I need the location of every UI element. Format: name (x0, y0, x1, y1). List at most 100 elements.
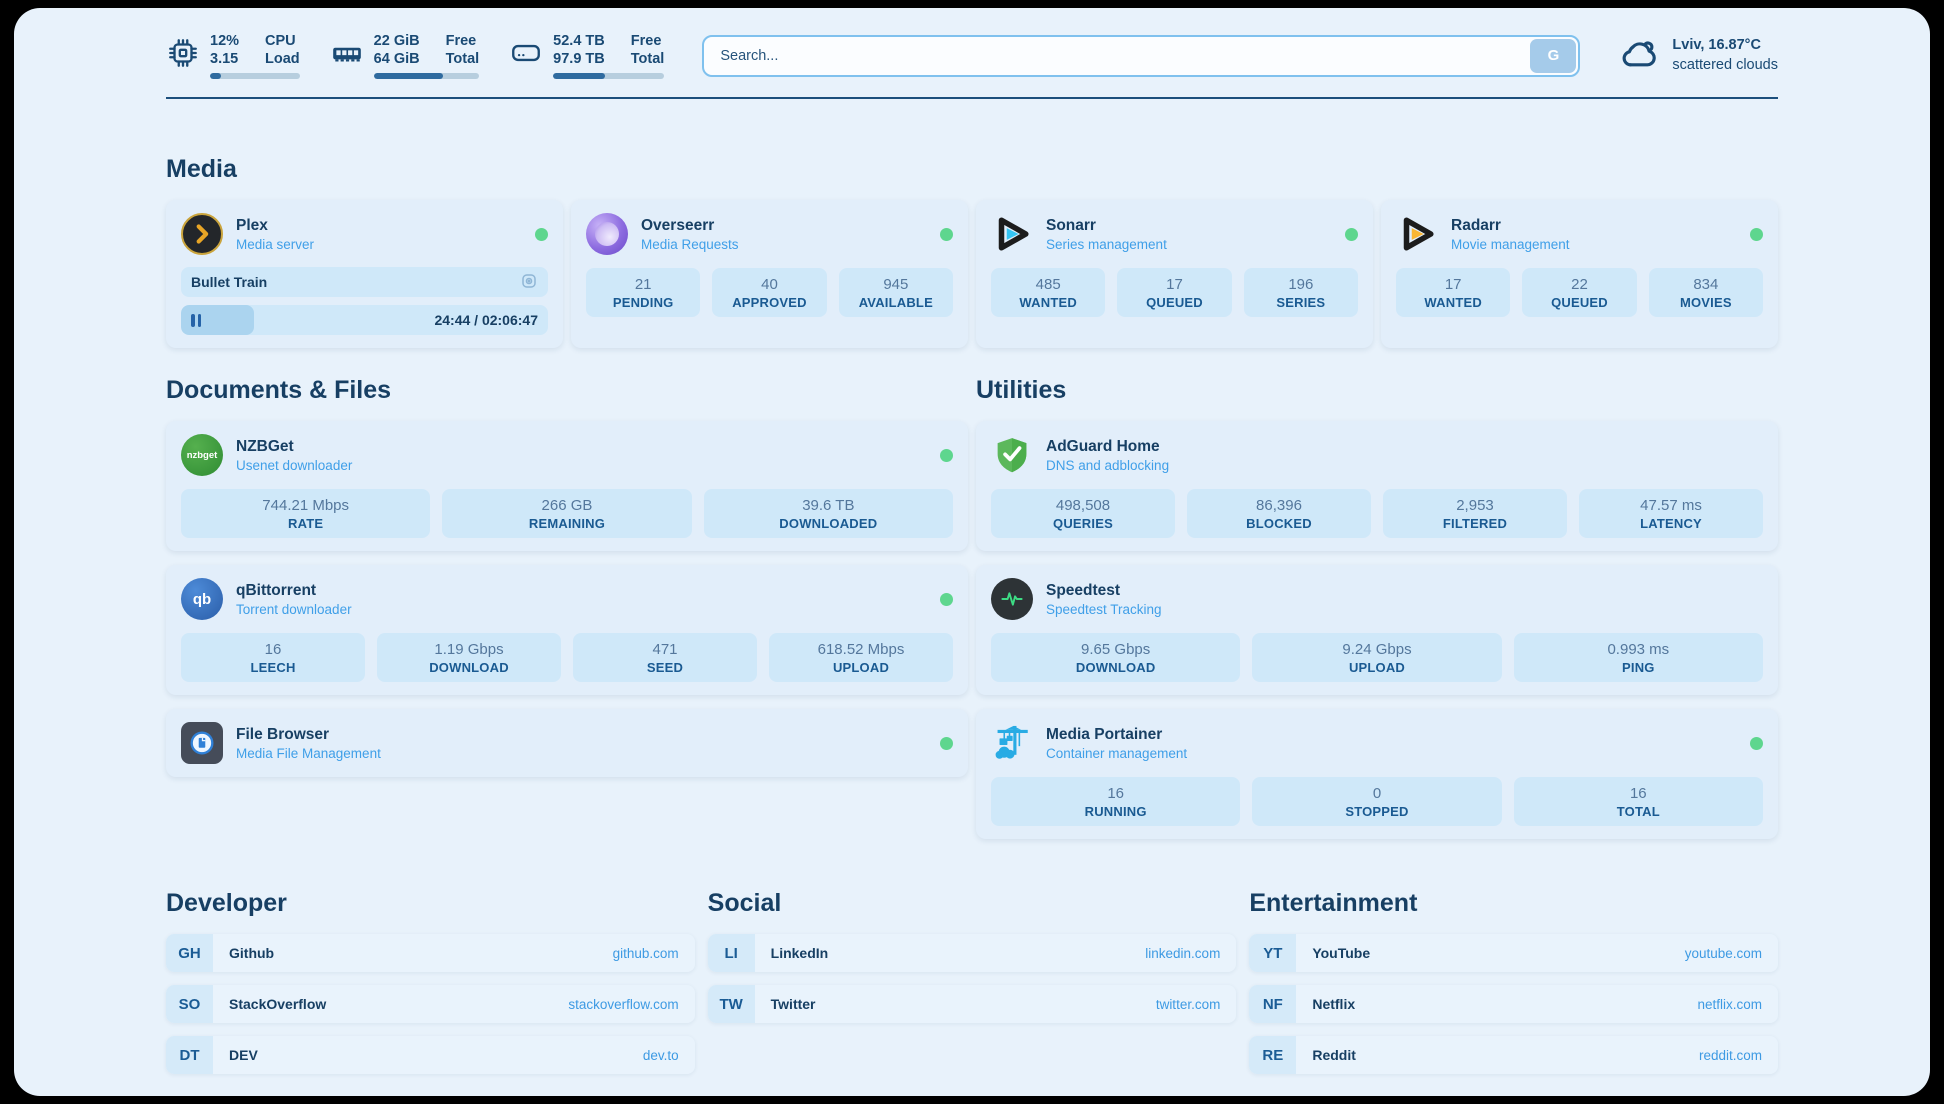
ram-total-label: Total (445, 51, 480, 68)
app-card-radarr[interactable]: Radarr Movie management 17 WANTED 22 QUE… (1381, 200, 1778, 349)
app-card-sonarr[interactable]: Sonarr Series management 485 WANTED 17 Q… (976, 200, 1373, 349)
bookmark-netflix[interactable]: NF Netflix netflix.com (1249, 985, 1778, 1024)
pause-icon (191, 313, 201, 327)
ram-widget: 22 GiB 64 GiB Free Total (330, 32, 480, 80)
disk-widget: 52.4 TB 97.9 TB Free Total (509, 32, 665, 80)
ram-progress-bar (373, 73, 480, 80)
disk-total-label: Total (630, 51, 665, 68)
app-subtitle: Series management (1046, 236, 1167, 252)
app-card-filebrowser[interactable]: File Browser Media File Management (166, 709, 968, 778)
app-card-plex[interactable]: Plex Media server Bullet Train (166, 200, 563, 349)
app-card-portainer[interactable]: Media Portainer Container management 16 … (976, 709, 1778, 840)
app-subtitle: Media File Management (236, 745, 381, 761)
adguard-shield-icon (991, 434, 1033, 476)
playback-progress-bar: 24:44 / 02:06:47 (181, 305, 548, 336)
stat-label: UPLOAD (832, 660, 890, 676)
app-subtitle: Media server (236, 236, 315, 252)
bookmark-url: twitter.com (1155, 996, 1221, 1012)
bookmark-url: reddit.com (1698, 1047, 1762, 1063)
app-card-adguard[interactable]: AdGuard Home DNS and adblocking 498,508 … (976, 421, 1778, 552)
cloud-icon (1618, 32, 1660, 79)
bookmark-name: Github (229, 945, 275, 962)
app-card-speedtest[interactable]: Speedtest Speedtest Tracking 9.65 Gbps D… (976, 565, 1778, 696)
status-online-dot (940, 227, 953, 241)
bookmark-name: LinkedIn (770, 945, 829, 962)
search-input[interactable] (702, 34, 1581, 77)
qbittorrent-icon: qb (181, 578, 223, 621)
app-subtitle: Movie management (1451, 236, 1570, 252)
bookmark-stackoverflow[interactable]: SO StackOverflow stackoverflow.com (166, 985, 695, 1024)
bookmark-abbr: YT (1249, 934, 1297, 973)
stat-box: 266 GB REMAINING (442, 489, 692, 539)
cpu-chip-icon (166, 32, 200, 75)
stat-label: REMAINING (528, 516, 606, 532)
ram-total-value: 64 GiB (373, 51, 420, 68)
disk-total-value: 97.9 TB (553, 51, 605, 68)
now-playing-row: Bullet Train (181, 267, 548, 298)
filebrowser-icon (181, 722, 223, 765)
stat-label: APPROVED (732, 295, 807, 311)
stat-box: 22 QUEUED (1522, 268, 1637, 318)
stat-value: 498,508 (1055, 497, 1111, 515)
stat-box: 618.52 Mbps UPLOAD (769, 633, 953, 683)
weather-location: Lviv, 16.87°C (1672, 37, 1761, 54)
google-search-button[interactable]: G (1530, 38, 1577, 73)
stat-value: 16 (264, 641, 282, 659)
bookmark-name: DEV (229, 1047, 258, 1064)
weather-condition: scattered clouds (1672, 56, 1778, 73)
stat-label: SERIES (1276, 295, 1326, 311)
app-card-qbittorrent[interactable]: qb qBittorrent Torrent downloader 16 LEE… (166, 565, 968, 696)
bookmark-youtube[interactable]: YT YouTube youtube.com (1249, 934, 1778, 973)
topbar-divider (166, 97, 1778, 100)
stat-label: LATENCY (1640, 516, 1702, 532)
stat-label: RATE (288, 516, 324, 532)
stat-box: 2,953 FILTERED (1383, 489, 1567, 539)
stat-label: QUERIES (1053, 516, 1113, 532)
cpu-progress-bar (210, 73, 300, 80)
stat-box: 16 TOTAL (1513, 777, 1763, 827)
status-online-dot (940, 448, 953, 462)
section-title-social: Social (707, 889, 782, 918)
stat-value: 0.993 ms (1607, 641, 1670, 659)
developer-group: Developer GH Github github.com SO StackO… (166, 889, 695, 1075)
ram-memory-icon (330, 32, 364, 75)
stat-value: 39.6 TB (802, 497, 855, 515)
stat-box: 945 AVAILABLE (838, 268, 953, 318)
entertainment-group: Entertainment YT YouTube youtube.com NF … (1249, 889, 1778, 1075)
bookmark-url: dev.to (642, 1047, 679, 1063)
app-card-nzbget[interactable]: nzbget NZBGet Usenet downloader 744.21 M… (166, 421, 968, 552)
bookmark-reddit[interactable]: RE Reddit reddit.com (1249, 1036, 1778, 1075)
app-title: NZBGet (236, 437, 294, 455)
stat-value: 0 (1372, 785, 1382, 803)
cpu-widget: 12% 3.15 CPU Load (166, 32, 300, 80)
ram-free-value: 22 GiB (373, 33, 420, 49)
status-online-dot (1750, 736, 1763, 750)
stat-box: 40 APPROVED (712, 268, 827, 318)
cpu-load-label: Load (265, 51, 300, 68)
app-subtitle: Media Requests (641, 236, 739, 252)
stat-value: 485 (1035, 276, 1061, 294)
stat-box: 86,396 BLOCKED (1187, 489, 1371, 539)
stat-box: 17 WANTED (1396, 268, 1511, 318)
bookmark-name: YouTube (1312, 945, 1371, 962)
stat-label: PING (1622, 660, 1655, 676)
bookmark-linkedin[interactable]: LI LinkedIn linkedin.com (707, 934, 1237, 973)
dashboard-panel: 12% 3.15 CPU Load (14, 8, 1930, 1096)
stat-box: 9.65 Gbps DOWNLOAD (991, 633, 1241, 683)
disk-drive-icon (509, 32, 543, 75)
stat-value: 17 (1166, 276, 1183, 294)
stat-label: DOWNLOAD (429, 660, 509, 676)
section-title-media: Media (166, 155, 237, 184)
stat-value: 16 (1629, 785, 1647, 803)
app-title: qBittorrent (236, 581, 317, 599)
app-subtitle: Usenet downloader (236, 457, 353, 473)
app-card-overseerr[interactable]: Overseerr Media Requests 21 PENDING 40 A… (571, 200, 968, 349)
bookmark-github[interactable]: GH Github github.com (166, 934, 695, 973)
bookmark-dev[interactable]: DT DEV dev.to (166, 1036, 695, 1075)
bookmark-name: Netflix (1312, 996, 1356, 1013)
bookmark-twitter[interactable]: TW Twitter twitter.com (707, 985, 1237, 1024)
stat-box: 16 RUNNING (991, 777, 1241, 827)
nzbget-icon: nzbget (181, 434, 223, 477)
app-title: Sonarr (1046, 216, 1096, 234)
status-online-dot (1345, 227, 1358, 241)
